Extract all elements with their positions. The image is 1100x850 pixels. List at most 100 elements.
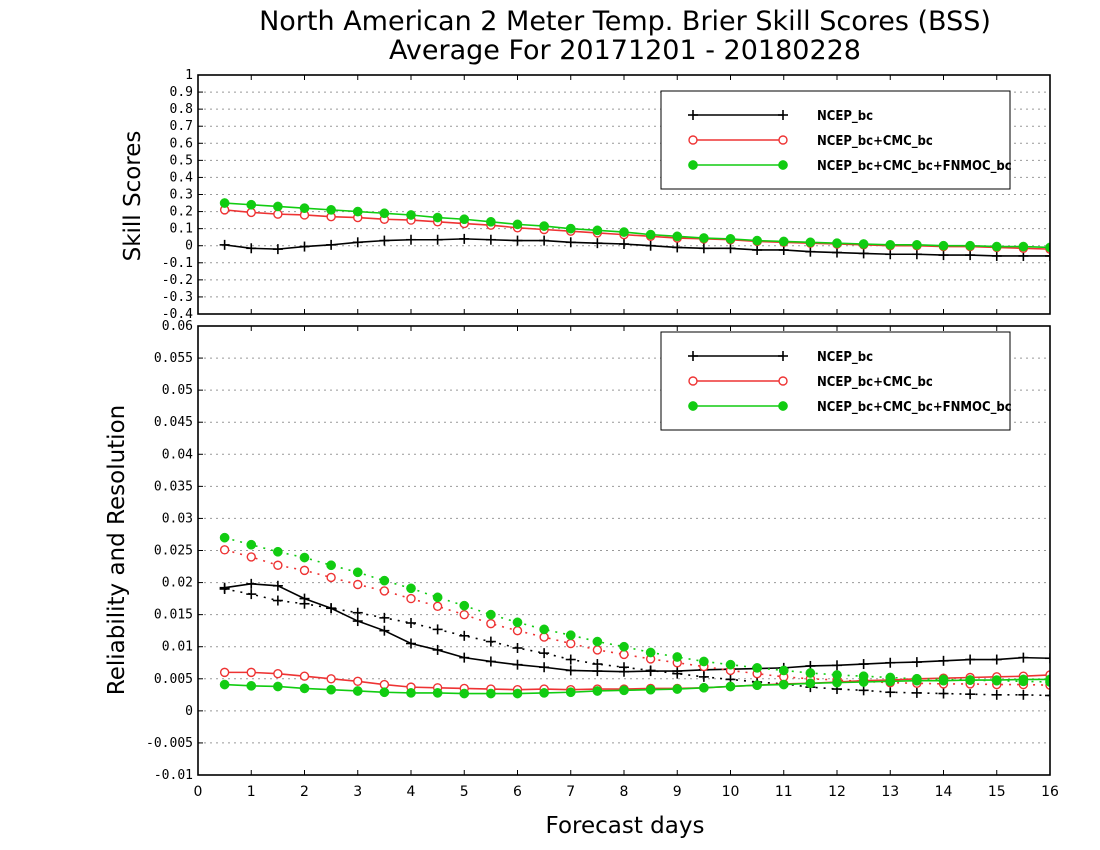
data-point xyxy=(406,234,416,245)
data-point xyxy=(246,199,257,210)
legend-label: NCEP_bc xyxy=(817,109,873,124)
legend-label: NCEP_bc+CMC_bc+FNMOC_bc xyxy=(817,159,1012,174)
data-point xyxy=(246,552,256,562)
data-point xyxy=(725,243,736,254)
data-point xyxy=(432,601,443,612)
data-point xyxy=(938,688,949,699)
data-point xyxy=(485,636,496,647)
y-tick-label: 0.025 xyxy=(154,544,193,559)
data-point xyxy=(273,546,283,557)
data-point xyxy=(486,609,496,620)
data-point xyxy=(832,660,842,671)
y-tick-label: -0.1 xyxy=(162,256,193,271)
data-point xyxy=(246,243,257,254)
data-point xyxy=(885,672,896,683)
data-point xyxy=(592,636,603,647)
x-tick-label: 0 xyxy=(194,784,203,800)
y-tick-label: 0.7 xyxy=(170,119,193,134)
y-tick-label: 0 xyxy=(185,239,193,254)
data-point xyxy=(778,665,789,676)
x-axis: 0 1 2 3 4 5 6 7 8 9 10 11 12 13 14 15 16 xyxy=(194,784,1059,800)
data-point xyxy=(725,681,736,692)
reliability-resolution-panel: 0.06 0.055 0.05 0.045 0.04 0.035 0.03 0.025 0.02… xyxy=(146,319,1051,783)
legend-marker xyxy=(778,401,788,411)
data-point xyxy=(938,240,949,251)
data-point xyxy=(272,244,283,255)
data-point xyxy=(459,688,470,699)
data-point xyxy=(778,236,789,247)
data-point xyxy=(1018,676,1029,687)
plot-area xyxy=(219,532,1050,701)
data-point xyxy=(938,674,949,685)
data-point xyxy=(432,212,443,223)
data-point xyxy=(299,598,310,609)
data-point xyxy=(246,680,257,691)
data-point xyxy=(805,668,816,678)
x-tick-label: 13 xyxy=(881,784,899,800)
data-point xyxy=(858,671,869,682)
data-point xyxy=(725,659,736,670)
y-tick-label: 0.015 xyxy=(154,608,193,623)
data-point xyxy=(352,607,363,618)
data-point xyxy=(485,234,496,245)
data-point xyxy=(566,638,576,649)
data-point xyxy=(406,583,416,594)
data-point xyxy=(459,233,470,244)
data-point xyxy=(512,688,523,699)
data-point xyxy=(592,225,603,236)
data-point xyxy=(379,586,390,596)
data-point xyxy=(486,216,496,227)
data-point xyxy=(991,675,1002,686)
data-point xyxy=(246,667,256,678)
data-point xyxy=(912,240,922,250)
data-point xyxy=(299,241,310,252)
data-point xyxy=(379,679,390,690)
data-point xyxy=(219,583,230,594)
legend-marker xyxy=(778,376,788,386)
data-point xyxy=(299,683,310,694)
data-point xyxy=(991,241,1002,252)
data-point xyxy=(619,641,629,652)
y-tick-label: 1 xyxy=(185,68,193,83)
y-tick-label: 0.4 xyxy=(170,170,194,185)
data-point xyxy=(459,630,470,641)
data-point xyxy=(645,229,656,240)
y-tick-label: 0.02 xyxy=(162,576,193,591)
data-point xyxy=(379,575,390,586)
data-point xyxy=(219,532,230,543)
legend-marker xyxy=(688,401,698,411)
data-point xyxy=(512,659,523,670)
data-point xyxy=(352,616,363,627)
data-point xyxy=(406,688,416,698)
data-point xyxy=(592,238,603,249)
legend-marker xyxy=(688,376,698,386)
data-point xyxy=(805,237,816,248)
skill-scores-panel: 1 0.9 0.8 0.7 0.6 0.5 0.4 0.3 0.2 0.1 0 -0.1 -0.2 -0.… xyxy=(162,68,1051,322)
data-point xyxy=(432,234,443,245)
data-point xyxy=(645,684,656,695)
y-tick-label: 0 xyxy=(185,704,193,719)
y-tick-label: 0.005 xyxy=(154,672,193,687)
data-point xyxy=(672,231,683,242)
data-point xyxy=(592,686,603,696)
data-point xyxy=(379,687,390,698)
data-point xyxy=(272,595,283,606)
data-point xyxy=(486,688,496,699)
x-tick-label: 12 xyxy=(828,784,846,800)
plot-frame xyxy=(197,325,1051,776)
y-tick-label: -0.01 xyxy=(154,768,193,783)
data-point xyxy=(565,665,576,676)
data-point xyxy=(486,618,496,629)
data-point xyxy=(379,208,390,219)
plot-frame xyxy=(197,74,1051,315)
data-point xyxy=(539,688,549,698)
data-point xyxy=(858,239,869,249)
data-point xyxy=(619,662,629,673)
data-point xyxy=(592,645,603,655)
data-point xyxy=(912,673,922,684)
data-point xyxy=(272,580,283,591)
data-point xyxy=(273,201,283,212)
data-point xyxy=(965,689,976,700)
data-point xyxy=(326,684,336,695)
data-point xyxy=(353,676,363,687)
